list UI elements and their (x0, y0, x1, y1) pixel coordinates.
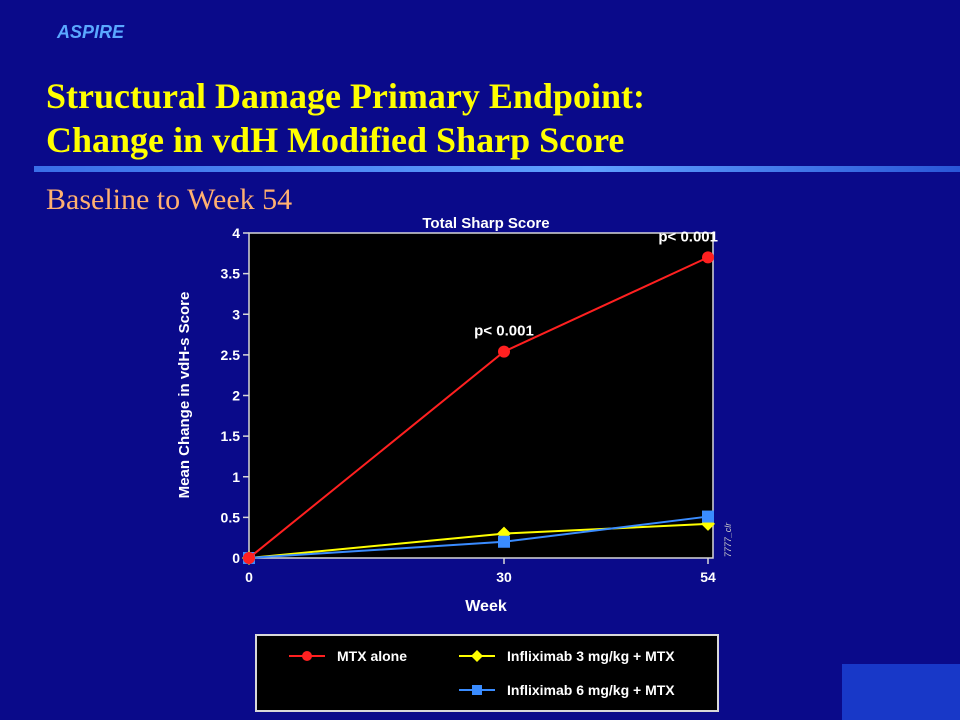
title-divider (34, 166, 960, 172)
y-tick-label: 0.5 (221, 509, 241, 525)
slide-title-line-1: Structural Damage Primary Endpoint: (46, 76, 645, 116)
chart-title: Total Sharp Score (422, 215, 549, 232)
brand-label: ASPIRE (57, 22, 125, 42)
y-tick-label: 3.5 (221, 266, 241, 282)
slide-subtitle: Baseline to Week 54 (46, 183, 293, 216)
corner-decoration (842, 664, 960, 720)
data-point-square (702, 510, 714, 523)
p-value-annotation: p< 0.001 (474, 323, 534, 340)
legend-marker-infliximab-3mg (459, 650, 495, 662)
legend-item-infliximab-6mg: Infliximab 6 mg/kg + MTX (457, 682, 675, 698)
y-tick-label: 2 (232, 388, 240, 404)
y-tick-label: 3 (232, 306, 240, 322)
legend-label-infliximab-6mg: Infliximab 6 mg/kg + MTX (507, 682, 675, 698)
chart-legend: MTX alone Infliximab 3 mg/kg + MTX Infli… (255, 634, 719, 712)
slide-title-line-2: Change in vdH Modified Sharp Score (46, 120, 625, 160)
p-value-annotation: p< 0.001 (658, 228, 718, 245)
data-point-square (498, 535, 510, 548)
data-point-circle (498, 345, 510, 358)
chart-side-note: 7777_clr (723, 522, 733, 558)
y-tick-label: 1 (232, 469, 240, 485)
y-tick-label: 1.5 (221, 428, 241, 444)
y-tick-label: 0 (232, 550, 240, 566)
y-tick-label: 4 (232, 225, 240, 241)
legend-item-infliximab-3mg: Infliximab 3 mg/kg + MTX (457, 648, 675, 664)
legend-label-infliximab-3mg: Infliximab 3 mg/kg + MTX (507, 648, 675, 664)
legend-item-mtx-alone: MTX alone (287, 648, 407, 664)
x-axis-label: Week (465, 598, 507, 615)
x-tick-label: 54 (700, 569, 716, 585)
legend-marker-infliximab-6mg (459, 685, 495, 695)
legend-marker-mtx-alone (289, 651, 325, 661)
y-axis-label: Mean Change in vdH-s Score (176, 292, 193, 499)
plot-area (248, 232, 714, 559)
y-tick-label: 2.5 (221, 347, 241, 363)
slide-title: Structural Damage Primary Endpoint: Chan… (46, 74, 645, 162)
data-point-circle (702, 251, 714, 264)
x-tick-label: 0 (245, 569, 253, 585)
legend-label-mtx-alone: MTX alone (337, 648, 408, 664)
x-tick-label: 30 (496, 569, 512, 585)
data-point-circle (243, 552, 255, 564)
